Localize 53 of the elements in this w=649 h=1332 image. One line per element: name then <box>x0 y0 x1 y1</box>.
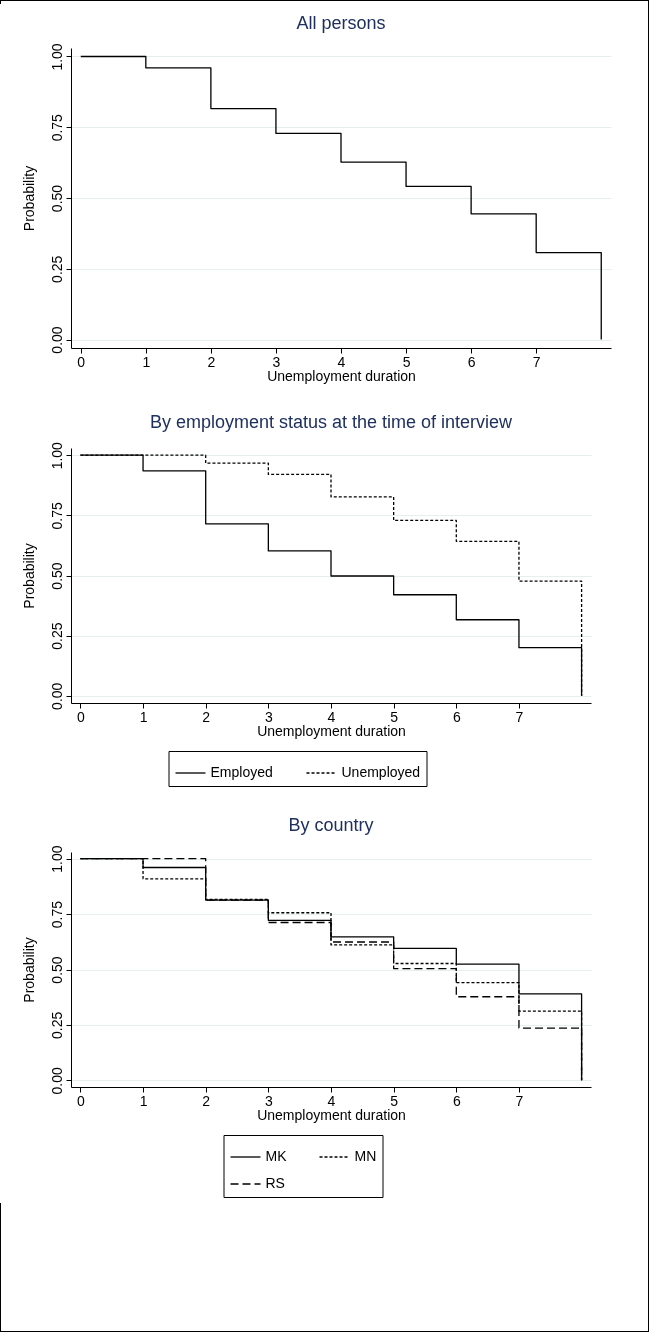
y-tick-label: 0.50 <box>48 956 65 984</box>
y-tick-label: 0.50 <box>48 562 65 590</box>
x-tick-label: 6 <box>452 1092 461 1109</box>
legend-label: Unemployed <box>341 764 421 780</box>
x-tick-label: 3 <box>264 708 273 725</box>
x-tick-label: 7 <box>515 708 524 725</box>
x-tick-label: 0 <box>77 1092 85 1109</box>
x-tick-label: 3 <box>272 353 281 370</box>
x-tick-label: 1 <box>139 708 148 725</box>
chart-title: All persons <box>296 12 386 33</box>
legend-label: RS <box>265 1175 285 1191</box>
y-tick-label: 0.00 <box>48 326 65 354</box>
x-axis-title: Unemployment duration <box>257 1106 406 1123</box>
x-tick-label: 2 <box>202 1092 211 1109</box>
y-tick-label: 0.75 <box>48 502 65 530</box>
y-tick-label: 0.25 <box>48 255 65 283</box>
x-tick-label: 4 <box>337 353 346 370</box>
legend-label: MN <box>354 1148 377 1164</box>
y-tick-label: 1.00 <box>48 43 65 71</box>
x-tick-label: 2 <box>202 708 211 725</box>
y-tick-label: 1.00 <box>48 845 65 873</box>
y-tick-label: 0.25 <box>48 1011 65 1040</box>
chart-title: By country <box>288 815 374 836</box>
x-tick-label: 6 <box>467 353 476 370</box>
x-tick-label: 7 <box>515 1092 524 1109</box>
x-tick-label: 0 <box>77 353 86 370</box>
x-tick-label: 5 <box>390 1092 399 1109</box>
y-tick-label: 1.00 <box>48 441 65 470</box>
x-axis-title: Unemployment duration <box>257 722 406 739</box>
legend-label: MK <box>265 1148 288 1164</box>
legend-label: Employed <box>210 764 273 780</box>
y-axis-title: Probability <box>20 165 37 232</box>
y-tick-label: 0.00 <box>48 682 65 710</box>
x-tick-label: 1 <box>139 1092 148 1109</box>
y-tick-label: 0.25 <box>48 622 65 650</box>
x-tick-label: 3 <box>264 1092 273 1109</box>
y-axis-title: Probability <box>20 937 37 1003</box>
y-tick-label: 0.50 <box>48 184 65 213</box>
x-tick-label: 4 <box>327 708 336 725</box>
x-axis-title: Unemployment duration <box>267 367 416 384</box>
x-tick-label: 4 <box>327 1092 336 1109</box>
x-tick-label: 1 <box>142 353 151 370</box>
y-axis-title: Probability <box>20 543 37 609</box>
x-tick-label: 5 <box>402 353 411 370</box>
x-tick-label: 5 <box>390 708 399 725</box>
x-tick-label: 6 <box>452 708 461 725</box>
x-tick-label: 2 <box>207 353 216 370</box>
y-tick-label: 0.00 <box>48 1067 65 1095</box>
y-tick-label: 0.75 <box>48 113 65 142</box>
x-tick-label: 7 <box>532 353 541 370</box>
x-tick-label: 0 <box>77 708 85 725</box>
y-tick-label: 0.75 <box>48 900 65 929</box>
chart-title: By employment status at the time of interview <box>149 411 514 432</box>
